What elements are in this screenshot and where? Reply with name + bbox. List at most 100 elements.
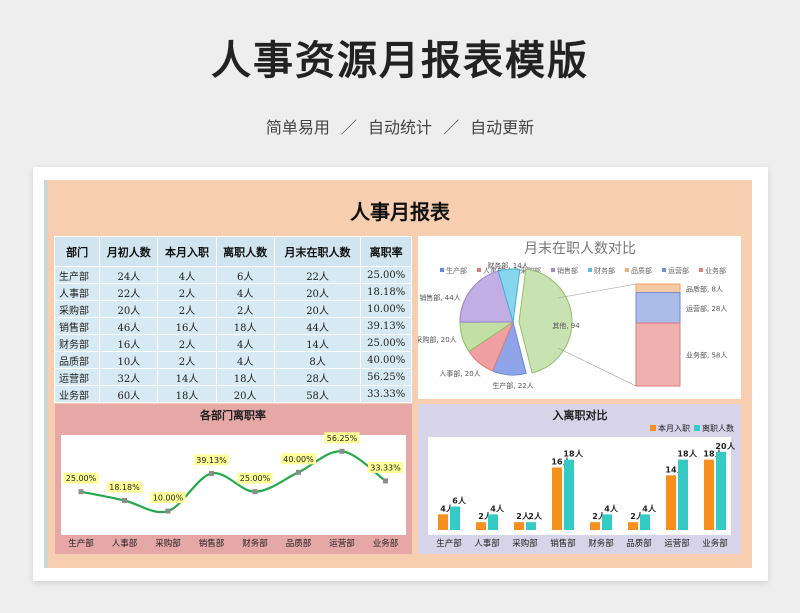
value-cell: 10.00% bbox=[360, 300, 412, 318]
bar-unit-label: 人 bbox=[689, 449, 698, 459]
connector-line bbox=[557, 347, 637, 387]
table-row: 业务部 60人 18人 20人 58人 33.33% bbox=[53, 385, 412, 403]
value-cell: 2人 bbox=[157, 351, 217, 369]
bar-value-label: 4 bbox=[604, 504, 610, 513]
value-cell: 2人 bbox=[157, 283, 217, 301]
category-label: 销售部 bbox=[199, 538, 225, 549]
data-label-bg bbox=[324, 432, 360, 444]
bar bbox=[602, 514, 612, 530]
dept-cell: 运营部 bbox=[53, 368, 101, 386]
legend-label: 业务部 bbox=[705, 266, 726, 275]
legend-label: 生产部 bbox=[446, 266, 467, 275]
bar-value-label: 2 bbox=[592, 512, 598, 521]
pie-slice bbox=[497, 268, 521, 323]
table-header-row: 部门 月初人数 本月入职 离职人数 月末在职人数 离职率 bbox=[53, 236, 412, 267]
data-label-bg bbox=[237, 472, 273, 484]
bar-unit-label: 人 bbox=[648, 503, 657, 513]
value-cell: 25.00% bbox=[360, 266, 412, 284]
bar-value-label: 18 bbox=[563, 450, 575, 459]
col-header: 离职人数 bbox=[215, 236, 275, 267]
value-cell: 20人 bbox=[215, 385, 275, 403]
dept-cell: 生产部 bbox=[53, 266, 101, 284]
bar bbox=[438, 514, 448, 530]
legend-swatch bbox=[625, 268, 629, 272]
bar bbox=[704, 459, 714, 530]
legend-swatch bbox=[694, 425, 700, 431]
bar bbox=[640, 514, 650, 530]
bar-unit-label: 人 bbox=[458, 496, 467, 506]
legend-swatch bbox=[662, 268, 666, 272]
category-label: 人事部 bbox=[112, 538, 138, 549]
data-point bbox=[122, 498, 127, 504]
bar bbox=[526, 522, 536, 530]
value-cell: 18.18% bbox=[360, 283, 412, 301]
legend-label: 销售部 bbox=[557, 266, 578, 275]
value-cell: 8人 bbox=[273, 351, 362, 369]
bar-unit-label: 人 bbox=[727, 441, 736, 451]
dept-cell: 品质部 bbox=[53, 351, 101, 369]
data-point bbox=[383, 478, 388, 484]
bar-unit-label: 人 bbox=[575, 449, 584, 459]
bar bbox=[476, 522, 486, 530]
value-cell: 60人 bbox=[99, 385, 159, 403]
bar-unit-label: 人 bbox=[610, 503, 619, 513]
bar-unit-label: 人 bbox=[496, 503, 505, 513]
line-chart-panel: 各部门离职率 25.00% 生产部 18.18% 人事部 10.00% 采购部 39.13%… bbox=[55, 404, 412, 554]
col-header: 离职率 bbox=[360, 236, 412, 267]
value-cell: 20人 bbox=[273, 283, 362, 301]
slice-label: 销售部, 44人 bbox=[419, 293, 460, 302]
value-cell: 2人 bbox=[157, 300, 217, 318]
bar-value-label: 4 bbox=[440, 504, 446, 513]
value-cell: 20人 bbox=[273, 300, 362, 318]
table-row: 生产部 24人 4人 6人 22人 25.00% bbox=[53, 266, 412, 284]
dept-cell: 采购部 bbox=[53, 300, 101, 318]
category-label: 财务部 bbox=[588, 538, 614, 549]
legend-label: 财务部 bbox=[594, 266, 615, 275]
category-label: 生产部 bbox=[436, 538, 462, 549]
table-row: 采购部 20人 2人 2人 20人 10.00% bbox=[53, 300, 412, 318]
value-cell: 18人 bbox=[157, 385, 217, 403]
legend-label: 本月入职 bbox=[658, 423, 690, 433]
value-cell: 25.00% bbox=[360, 334, 412, 352]
bar-unit-label: 人 bbox=[534, 511, 543, 521]
segment-label: 运营部, 28人 bbox=[686, 304, 727, 313]
bar-value-label: 2 bbox=[516, 512, 522, 521]
data-label: 10.00% bbox=[153, 494, 184, 503]
slice-label: 财务部, 14人 bbox=[487, 261, 528, 270]
value-cell: 40.00% bbox=[360, 351, 412, 369]
pie-title: 月末在职人数对比 bbox=[524, 241, 636, 257]
legend-swatch bbox=[477, 268, 481, 272]
bar-of-pie-segment bbox=[635, 283, 681, 294]
dept-cell: 人事部 bbox=[53, 283, 101, 301]
value-cell: 44人 bbox=[273, 317, 362, 335]
bar-value-label: 14 bbox=[665, 465, 677, 474]
dept-cell: 业务部 bbox=[53, 385, 101, 403]
data-point bbox=[165, 508, 171, 514]
bar bbox=[678, 459, 688, 530]
bar-value-label: 2 bbox=[528, 512, 534, 521]
pie-slice bbox=[518, 268, 573, 374]
slice-label: 人事部, 20人 bbox=[439, 369, 480, 378]
value-cell: 22人 bbox=[99, 283, 159, 301]
col-header: 月末在职人数 bbox=[273, 236, 362, 267]
value-cell: 4人 bbox=[215, 283, 275, 301]
data-point bbox=[339, 448, 345, 454]
bar bbox=[450, 506, 460, 530]
dept-cell: 财务部 bbox=[53, 334, 101, 352]
data-label-bg bbox=[193, 454, 230, 466]
data-point bbox=[78, 489, 84, 495]
category-label: 生产部 bbox=[68, 538, 94, 549]
value-cell: 33.33% bbox=[360, 385, 412, 403]
legend-swatch bbox=[440, 268, 444, 272]
value-cell: 22人 bbox=[273, 266, 362, 284]
category-label: 品质部 bbox=[626, 538, 652, 549]
col-header: 部门 bbox=[53, 236, 101, 267]
bar bbox=[552, 467, 562, 530]
line-chart: 各部门离职率 25.00% 生产部 18.18% 人事部 10.00% 采购部 39.13%… bbox=[61, 408, 406, 549]
value-cell: 58人 bbox=[273, 385, 362, 403]
value-cell: 4人 bbox=[215, 334, 275, 352]
category-label: 品质部 bbox=[286, 538, 312, 549]
legend-swatch bbox=[650, 425, 656, 431]
table-row: 品质部 10人 2人 4人 8人 40.00% bbox=[53, 351, 412, 369]
legend-label: 运营部 bbox=[668, 266, 689, 275]
